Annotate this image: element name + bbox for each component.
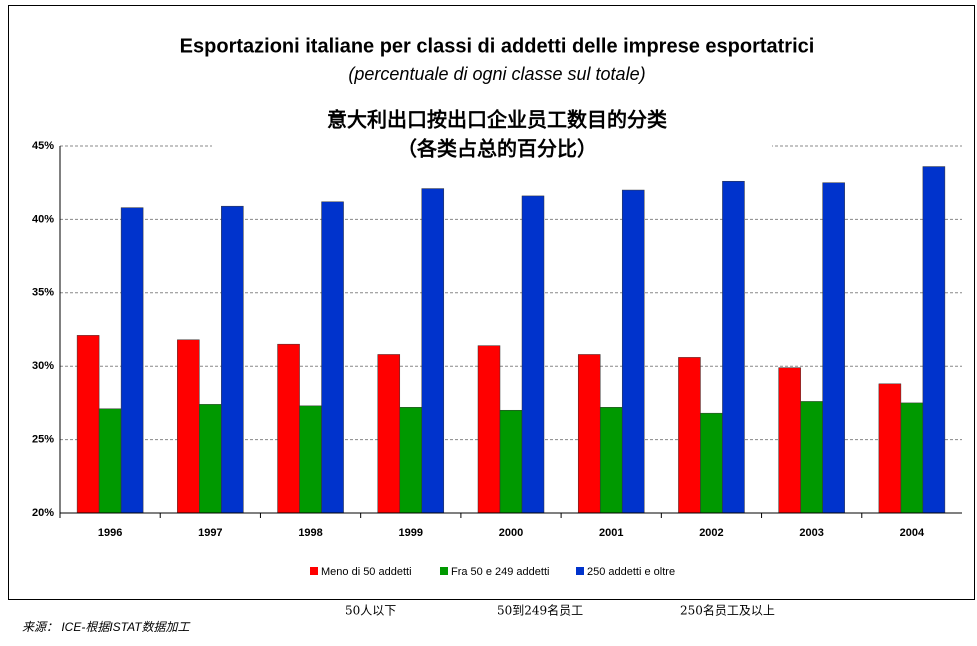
legend-label: Meno di 50 addetti [321, 566, 412, 578]
annotation: 意大利出口按出口企业员工数目的分类 [327, 108, 667, 132]
x-tick-label: 2001 [599, 527, 623, 539]
bar [221, 205, 244, 514]
y-tick-label: 25% [32, 434, 54, 446]
legend-swatch [576, 567, 584, 575]
y-tick-label: 20% [32, 507, 54, 519]
bar [477, 345, 501, 514]
y-tick-label: 35% [32, 287, 54, 299]
x-tick-label: 1997 [198, 527, 222, 539]
x-tick-label: 2002 [699, 527, 723, 539]
bar [700, 412, 723, 514]
bar [421, 188, 445, 514]
bar [822, 182, 845, 514]
annotation-bg [212, 104, 772, 166]
bar [678, 357, 701, 514]
bar [922, 166, 946, 514]
bar [778, 367, 801, 514]
x-tick-label: 2003 [799, 527, 823, 539]
legend-swatch [310, 567, 318, 575]
chart-title: Esportazioni italiane per classi di adde… [180, 35, 815, 57]
bar [98, 408, 122, 514]
x-tick-label: 2000 [499, 527, 523, 539]
bar [599, 407, 623, 514]
x-tick-label: 1996 [98, 527, 122, 539]
bar [621, 189, 645, 514]
bar [76, 335, 100, 514]
bar [722, 180, 745, 514]
legend-translation: 250名员工及以上 [680, 603, 775, 618]
x-tick-label: 1998 [298, 527, 322, 539]
bar [900, 402, 924, 514]
legend-label: Fra 50 e 249 addetti [451, 566, 549, 578]
bar [199, 404, 222, 514]
legend-swatch [440, 567, 448, 575]
legend-translation: 50到249名员工 [497, 603, 583, 618]
bar [800, 401, 823, 514]
bar [577, 354, 601, 514]
bar [878, 383, 902, 514]
bar [377, 354, 401, 514]
y-tick-label: 30% [32, 360, 54, 372]
source: 来源： ICE-根据ISTAT数据加工 [22, 620, 191, 634]
bar [499, 409, 523, 514]
bar [521, 195, 545, 514]
annotation: （各类占总的百分比） [397, 137, 597, 161]
bar [321, 201, 344, 514]
y-tick-label: 45% [32, 140, 54, 152]
bar [120, 207, 144, 514]
bar [299, 405, 322, 514]
bar [177, 339, 200, 514]
chart-subtitle: (percentuale di ogni classe sul totale) [348, 64, 645, 84]
x-tick-label: 2004 [900, 527, 925, 539]
legend-label: 250 addetti e oltre [587, 566, 675, 578]
legend-translation: 50人以下 [345, 604, 396, 618]
bar [277, 343, 300, 514]
y-tick-label: 40% [32, 213, 54, 225]
x-tick-label: 1999 [399, 527, 423, 539]
bar [399, 407, 423, 514]
